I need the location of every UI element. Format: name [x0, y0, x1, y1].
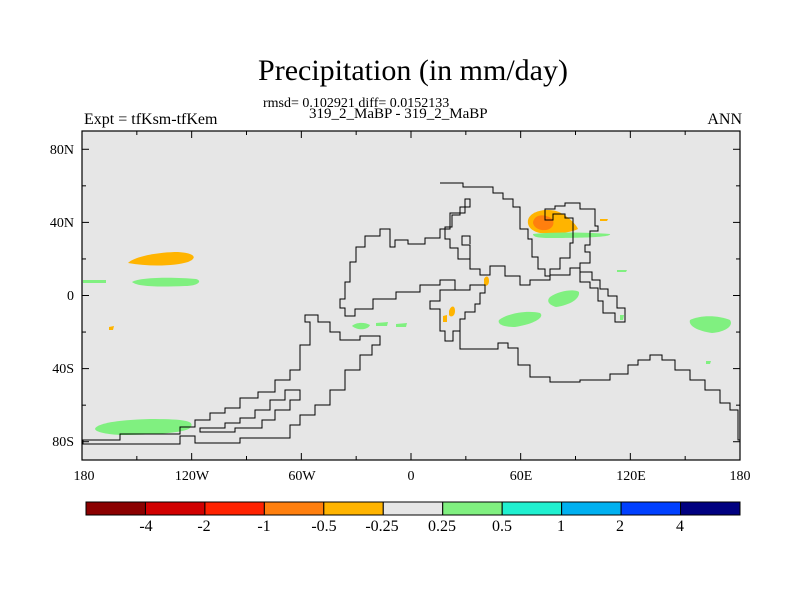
y-tick-labels: 80N 40N 0 40S 80S	[50, 143, 74, 450]
colorbar-label: 0.25	[428, 518, 456, 535]
x-tick-label: 0	[408, 469, 415, 484]
anomaly-equatorial-wet-west	[83, 280, 106, 283]
anomaly-asia-wet-band	[533, 232, 611, 238]
y-tick-label: 80S	[52, 435, 74, 450]
colorbar-label: 1	[557, 518, 565, 535]
anomaly-asia-dry-core	[533, 215, 554, 231]
x-tick-label: 180	[74, 469, 95, 484]
season-label: ANN	[707, 111, 742, 128]
anomaly-equatorial-wet-central	[132, 277, 200, 287]
colorbar-label: 0.5	[492, 518, 512, 535]
y-tick-label: 40N	[50, 216, 74, 231]
colorbar-label: -0.25	[365, 518, 398, 535]
y-tick-label: 80N	[50, 143, 74, 158]
y-tick-label: 0	[67, 289, 74, 304]
anomaly-atlantic-wet-2	[376, 322, 388, 326]
anomaly-southpacific-dry-spot	[109, 326, 114, 330]
anomaly-layer	[83, 210, 731, 435]
y-tick-label: 40S	[52, 362, 74, 377]
colorbar-swatch	[382, 501, 444, 516]
colorbar-swatch	[680, 501, 741, 516]
colorbar-labels: -4 -2 -1 -0.5 -0.25 0.25 0.5 1 2 4	[139, 518, 684, 535]
colorbar-swatch	[323, 501, 384, 516]
outline-afro-eurasia	[339, 182, 626, 342]
anomaly-africa-dry	[449, 306, 455, 317]
x-tick-label: 60E	[510, 469, 533, 484]
x-tick-label: 60W	[288, 469, 316, 484]
colorbar-swatch	[620, 501, 682, 516]
colorbar-label: -2	[197, 518, 210, 535]
anomaly-antarctic-wet	[95, 419, 192, 435]
colorbar-swatch	[85, 501, 146, 516]
chart-title: Precipitation (in mm/day)	[258, 54, 568, 87]
colorbar-swatch	[204, 501, 265, 516]
anomaly-pacific-wet-east	[689, 316, 731, 333]
anomaly-indian-ocean-wet-2	[498, 311, 542, 327]
anomaly-asia-dry-tail	[600, 219, 608, 221]
anomaly-atlantic-wet	[352, 322, 370, 330]
x-tick-label: 120W	[175, 469, 210, 484]
colorbar-swatch	[442, 501, 503, 516]
anomaly-northpacific-dry	[128, 252, 194, 266]
anomaly-arabia-dry	[484, 276, 489, 286]
map-background	[82, 131, 740, 460]
continent-outlines	[82, 182, 740, 445]
anomaly-small-wet	[706, 361, 711, 364]
colorbar-label: -0.5	[311, 518, 336, 535]
colorbar-label: -1	[257, 518, 270, 535]
colorbar-label: 2	[616, 518, 624, 535]
x-tick-label: 120E	[616, 469, 646, 484]
colorbar-swatch	[561, 501, 622, 516]
outline-ant-peninsula	[199, 389, 301, 433]
experiment-label: Expt = tfKsm-tfKem	[84, 111, 218, 128]
x-tick-label: 180	[730, 469, 751, 484]
anomaly-africa-dry-2	[443, 315, 447, 322]
colorbar-label: 4	[676, 518, 684, 535]
anomaly-indian-ocean-wet	[548, 290, 580, 307]
anomaly-atlantic-wet-3	[396, 323, 407, 327]
anomaly-small-wet-2	[620, 315, 624, 320]
colorbar-swatch	[144, 501, 206, 516]
anomaly-small-wet-3	[617, 270, 627, 272]
outline-caspian	[461, 235, 471, 259]
axis-ticks	[81, 131, 741, 460]
colorbar-swatch	[501, 501, 563, 516]
outline-americas	[82, 314, 381, 445]
comparison-line: 319_2_MaBP - 319_2_MaBP	[309, 106, 488, 122]
stats-line: rmsd= 0.102921 diff= 0.0152133	[263, 96, 450, 111]
colorbar	[85, 501, 741, 516]
colorbar-swatch	[263, 501, 325, 516]
x-tick-labels: 180 120W 60W 0 60E 120E 180	[74, 469, 751, 484]
outline-australia	[459, 331, 740, 441]
colorbar-label: -4	[139, 518, 152, 535]
